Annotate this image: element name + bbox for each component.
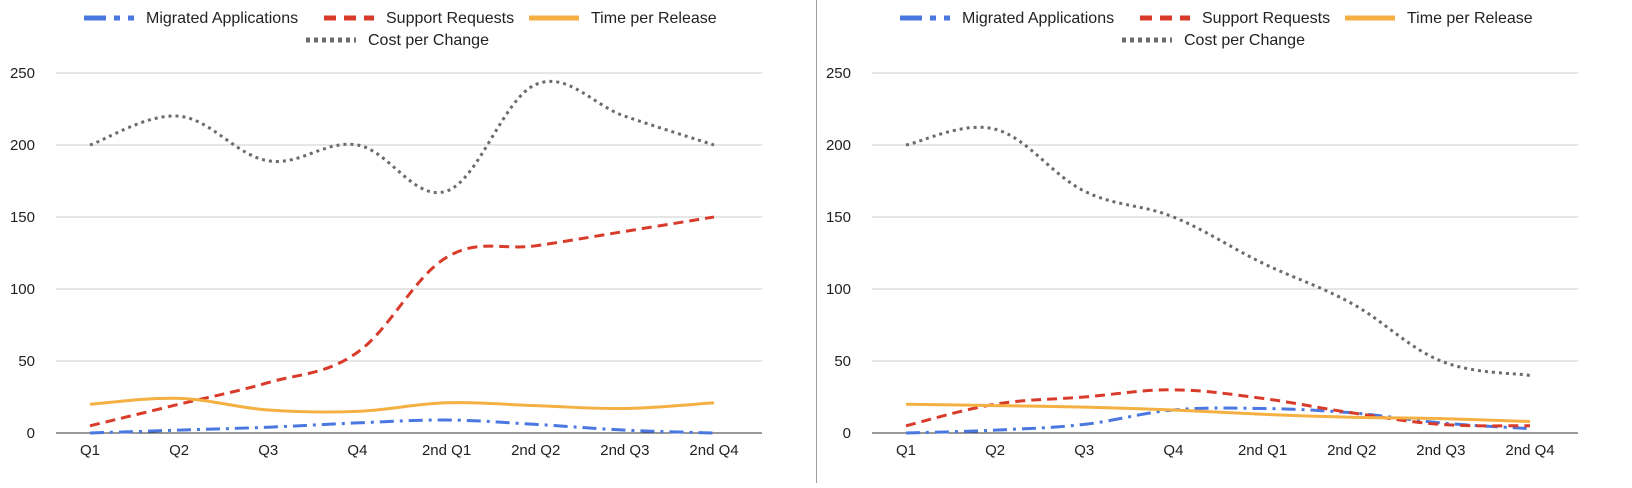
chart-left-svg: Migrated Applications Support Requests Tim…: [10, 10, 762, 459]
left-x-tick-2nd-q2: 2nd Q2: [511, 442, 560, 459]
left-series-line-cost-per-change: [89, 79, 715, 195]
right-x-tick-q2: Q2: [985, 442, 1005, 459]
left-series-line-support-requests: [89, 215, 715, 428]
left-y-tick-100: 100: [10, 281, 35, 298]
right-x-tick-q1: Q1: [896, 442, 916, 459]
left-x-tick-q3: Q3: [258, 442, 278, 459]
chart-right: Migrated Applications Support Requests Tim…: [816, 0, 1632, 483]
left-series-line-migrated-applications: [89, 418, 715, 435]
right-series-line-time-per-release: [905, 402, 1531, 423]
right-legend-label-cost-per-change: Cost per Change: [1184, 32, 1305, 49]
left-y-tick-200: 200: [10, 137, 35, 154]
right-x-tick-2nd-q3: 2nd Q3: [1416, 442, 1465, 459]
left-x-tick-q4: Q4: [347, 442, 367, 459]
left-x-tick-q2: Q2: [169, 442, 189, 459]
right-y-tick-0: 0: [843, 425, 851, 442]
right-legend-item-migrated-applications: Migrated Applications: [900, 10, 1114, 27]
right-legend-item-support-requests: Support Requests: [1140, 10, 1330, 27]
left-legend-label-time-per-release: Time per Release: [591, 10, 717, 27]
right-legend-label-time-per-release: Time per Release: [1407, 10, 1533, 27]
left-series-line-time-per-release: [89, 396, 715, 414]
left-y-tick-150: 150: [10, 209, 35, 226]
right-y-tick-250: 250: [826, 65, 851, 82]
chart-right-svg: Migrated Applications Support Requests Tim…: [826, 10, 1578, 459]
right-x-tick-q3: Q3: [1074, 442, 1094, 459]
left-legend-label-migrated-applications: Migrated Applications: [146, 10, 298, 27]
left-x-tick-2nd-q1: 2nd Q1: [422, 442, 471, 459]
left-x-tick-q1: Q1: [80, 442, 100, 459]
left-legend: Migrated Applications Support Requests Tim…: [84, 10, 717, 49]
left-x-tick-2nd-q3: 2nd Q3: [600, 442, 649, 459]
left-y-tick-50: 50: [18, 353, 35, 370]
right-legend-label-migrated-applications: Migrated Applications: [962, 10, 1114, 27]
right-y-tick-50: 50: [834, 353, 851, 370]
right-legend-label-support-requests: Support Requests: [1202, 10, 1330, 27]
right-series-line-support-requests: [905, 388, 1531, 428]
left-legend-item-time-per-release: Time per Release: [529, 10, 717, 27]
left-y-tick-0: 0: [27, 425, 35, 442]
panel-divider: [816, 0, 817, 483]
right-legend: Migrated Applications Support Requests Tim…: [900, 10, 1533, 49]
right-gridlines: [872, 72, 1578, 434]
right-legend-item-cost-per-change: Cost per Change: [1122, 32, 1305, 49]
left-legend-item-migrated-applications: Migrated Applications: [84, 10, 298, 27]
left-y-tick-250: 250: [10, 65, 35, 82]
right-series-line-migrated-applications: [905, 406, 1531, 435]
right-x-tick-q4: Q4: [1163, 442, 1183, 459]
chart-left: Migrated Applications Support Requests Tim…: [0, 0, 816, 483]
right-x-tick-2nd-q4: 2nd Q4: [1505, 442, 1554, 459]
right-x-tick-2nd-q1: 2nd Q1: [1238, 442, 1287, 459]
left-legend-label-cost-per-change: Cost per Change: [368, 32, 489, 49]
right-legend-item-time-per-release: Time per Release: [1345, 10, 1533, 27]
left-x-tick-2nd-q4: 2nd Q4: [689, 442, 738, 459]
right-series-line-cost-per-change: [905, 125, 1531, 377]
left-legend-item-support-requests: Support Requests: [324, 10, 514, 27]
right-y-tick-200: 200: [826, 137, 851, 154]
left-legend-label-support-requests: Support Requests: [386, 10, 514, 27]
left-legend-item-cost-per-change: Cost per Change: [306, 32, 489, 49]
left-gridlines: [56, 72, 762, 434]
right-x-tick-2nd-q2: 2nd Q2: [1327, 442, 1376, 459]
right-y-tick-150: 150: [826, 209, 851, 226]
right-y-tick-100: 100: [826, 281, 851, 298]
